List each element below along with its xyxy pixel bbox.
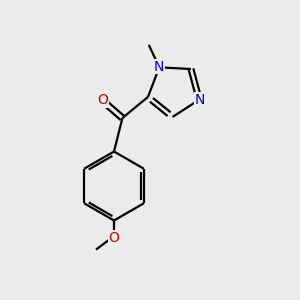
Text: N: N [154,60,164,74]
Text: O: O [109,231,119,244]
Text: O: O [98,93,108,107]
Text: N: N [195,93,205,107]
